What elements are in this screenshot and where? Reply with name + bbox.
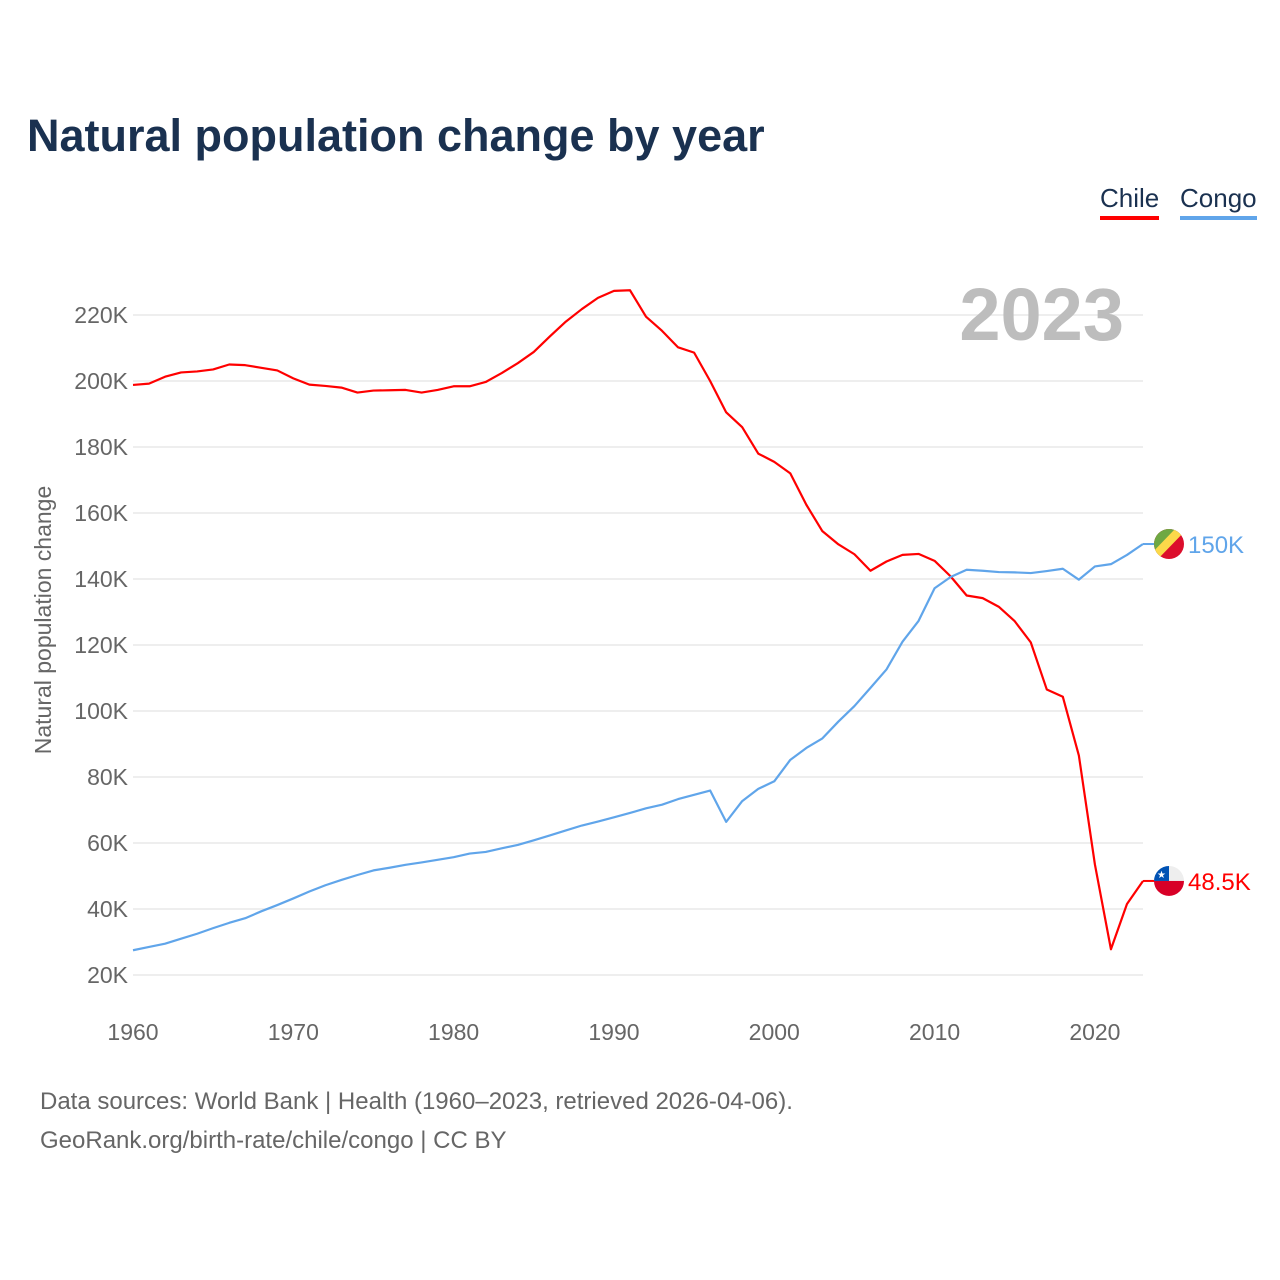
end-value-label-congo: 150K [1188, 532, 1244, 559]
y-tick-label: 220K [74, 302, 128, 328]
x-tick-label: 1960 [107, 1019, 158, 1045]
series-line-chile [132, 289, 1144, 951]
x-tick-label: 2000 [749, 1019, 800, 1045]
footer-attribution[interactable]: GeoRank.org/birth-rate/chile/congo | CC … [40, 1127, 507, 1154]
x-tick-label: 2020 [1069, 1019, 1120, 1045]
y-tick-label: 20K [87, 962, 129, 988]
y-tick-label: 160K [74, 500, 128, 526]
y-tick-label: 140K [74, 566, 128, 592]
x-tick-label: 1970 [268, 1019, 319, 1045]
x-tick-label: 1980 [428, 1019, 479, 1045]
x-tick-label: 2010 [909, 1019, 960, 1045]
legend-item-congo[interactable]: Congo [1180, 183, 1257, 220]
y-tick-label: 80K [87, 764, 129, 790]
legend-item-chile[interactable]: Chile [1100, 183, 1160, 220]
end-value-label-chile: 48.5K [1188, 869, 1251, 896]
y-tick-label: 60K [87, 830, 129, 856]
y-tick-label: 180K [74, 434, 128, 460]
footer-sources: Data sources: World Bank | Health (1960–… [40, 1088, 793, 1115]
chile-flag-icon: ★ [1154, 865, 1184, 896]
series-line-congo [132, 543, 1144, 952]
y-tick-label: 100K [74, 698, 128, 724]
y-tick-label: 120K [74, 632, 128, 658]
year-watermark: 2023 [959, 273, 1124, 356]
congo-flag-icon [1154, 529, 1184, 560]
svg-text:★: ★ [1157, 870, 1166, 881]
y-axis-title: Natural population change [30, 486, 56, 755]
y-tick-label: 200K [74, 368, 128, 394]
y-tick-label: 40K [87, 896, 129, 922]
x-tick-label: 1990 [588, 1019, 639, 1045]
chart-title: Natural population change by year [27, 110, 765, 161]
